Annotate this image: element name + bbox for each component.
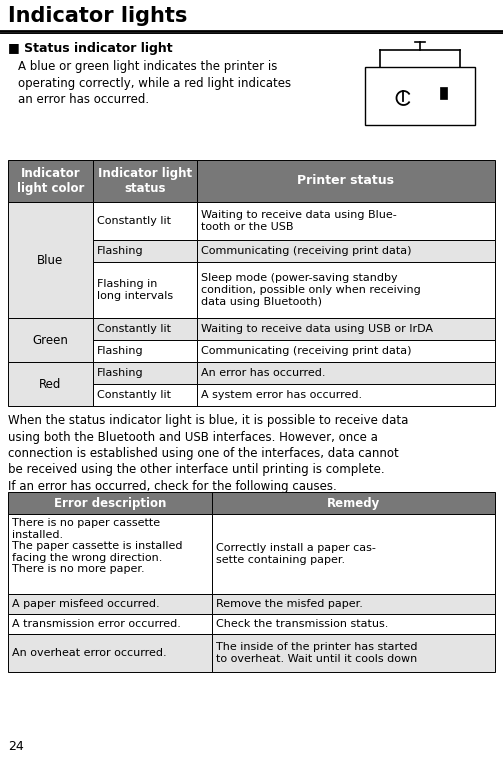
- Text: Sleep mode (power-saving standby
condition, possible only when receiving
data us: Sleep mode (power-saving standby conditi…: [201, 273, 421, 307]
- Text: Printer status: Printer status: [297, 175, 394, 188]
- Bar: [93, 384, 197, 406]
- Bar: [93, 160, 197, 202]
- Bar: [212, 514, 495, 594]
- Text: Check the transmission status.: Check the transmission status.: [216, 619, 388, 629]
- Bar: [197, 384, 495, 406]
- Bar: [93, 262, 197, 318]
- Bar: [8, 614, 212, 634]
- Bar: [8, 318, 93, 362]
- Bar: [93, 318, 197, 340]
- Bar: [8, 362, 93, 406]
- Text: A system error has occurred.: A system error has occurred.: [201, 390, 362, 400]
- Bar: [8, 160, 93, 202]
- Bar: [8, 594, 212, 614]
- Bar: [197, 340, 495, 362]
- Text: Constantly lit: Constantly lit: [97, 324, 171, 334]
- Text: Waiting to receive data using USB or IrDA: Waiting to receive data using USB or IrD…: [201, 324, 433, 334]
- Text: Indicator lights: Indicator lights: [8, 6, 188, 26]
- Bar: [197, 202, 495, 240]
- Text: 24: 24: [8, 740, 24, 753]
- Bar: [8, 514, 212, 594]
- Text: Communicating (receiving print data): Communicating (receiving print data): [201, 346, 411, 356]
- Text: Waiting to receive data using Blue-
tooth or the USB: Waiting to receive data using Blue- toot…: [201, 210, 397, 232]
- Text: An error has occurred.: An error has occurred.: [201, 368, 325, 378]
- Text: The inside of the printer has started
to overheat. Wait until it cools down: The inside of the printer has started to…: [216, 642, 417, 664]
- Bar: [197, 160, 495, 202]
- Bar: [8, 202, 93, 318]
- Text: Flashing: Flashing: [97, 368, 144, 378]
- Text: Error description: Error description: [54, 497, 166, 510]
- Bar: [197, 262, 495, 318]
- Text: There is no paper cassette
installed.
The paper cassette is installed
facing the: There is no paper cassette installed. Th…: [12, 518, 183, 575]
- Text: Communicating (receiving print data): Communicating (receiving print data): [201, 246, 411, 256]
- Text: Blue: Blue: [37, 253, 63, 266]
- Bar: [93, 362, 197, 384]
- Text: An overheat error occurred.: An overheat error occurred.: [12, 648, 166, 658]
- Bar: [212, 594, 495, 614]
- Bar: [93, 240, 197, 262]
- Bar: [212, 614, 495, 634]
- Bar: [93, 340, 197, 362]
- Text: Remove the misfed paper.: Remove the misfed paper.: [216, 599, 363, 609]
- Bar: [0, 0, 503, 32]
- Text: Flashing: Flashing: [97, 246, 144, 256]
- Text: Constantly lit: Constantly lit: [97, 216, 171, 226]
- Text: A paper misfeed occurred.: A paper misfeed occurred.: [12, 599, 159, 609]
- Text: Flashing in
long intervals: Flashing in long intervals: [97, 279, 173, 301]
- Text: Flashing: Flashing: [97, 346, 144, 356]
- Text: A blue or green light indicates the printer is
operating correctly, while a red : A blue or green light indicates the prin…: [18, 60, 291, 106]
- Bar: [197, 240, 495, 262]
- Text: A transmission error occurred.: A transmission error occurred.: [12, 619, 181, 629]
- Bar: [8, 634, 212, 672]
- Text: Green: Green: [33, 333, 68, 346]
- Bar: [440, 87, 447, 99]
- Text: Red: Red: [39, 378, 62, 391]
- Text: Remedy: Remedy: [327, 497, 380, 510]
- Text: Indicator light
status: Indicator light status: [98, 167, 192, 195]
- Bar: [197, 362, 495, 384]
- Text: When the status indicator light is blue, it is possible to receive data
using bo: When the status indicator light is blue,…: [8, 414, 408, 493]
- Bar: [93, 202, 197, 240]
- Bar: [8, 492, 212, 514]
- Bar: [212, 634, 495, 672]
- Text: Correctly install a paper cas-
sette containing paper.: Correctly install a paper cas- sette con…: [216, 543, 376, 565]
- Text: Indicator
light color: Indicator light color: [17, 167, 84, 195]
- Bar: [365, 67, 475, 125]
- Text: Constantly lit: Constantly lit: [97, 390, 171, 400]
- Text: ■ Status indicator light: ■ Status indicator light: [8, 42, 173, 55]
- Bar: [212, 492, 495, 514]
- Bar: [197, 318, 495, 340]
